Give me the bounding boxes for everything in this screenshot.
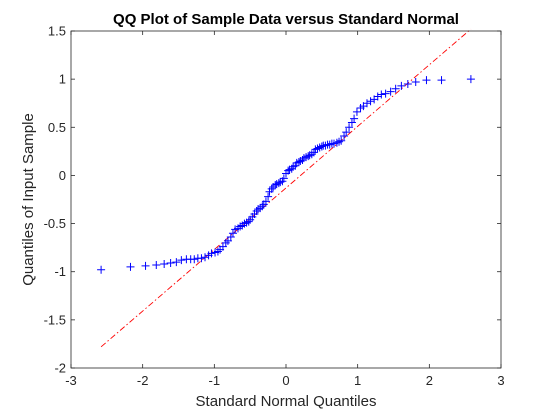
data-point bbox=[236, 222, 245, 231]
data-point bbox=[276, 178, 285, 187]
data-point bbox=[325, 140, 334, 149]
data-point bbox=[172, 258, 181, 267]
data-point bbox=[238, 221, 247, 230]
data-point bbox=[97, 265, 106, 274]
data-point bbox=[313, 144, 322, 153]
data-point bbox=[345, 123, 354, 132]
data-point bbox=[366, 97, 375, 106]
y-tick-label: 0.5 bbox=[48, 120, 66, 135]
data-point bbox=[350, 114, 359, 123]
data-point bbox=[386, 87, 395, 96]
data-point bbox=[261, 197, 270, 206]
data-point bbox=[347, 118, 356, 127]
data-point bbox=[362, 99, 371, 108]
data-point bbox=[274, 179, 283, 188]
x-tick-label: -2 bbox=[137, 373, 149, 388]
data-point bbox=[207, 249, 216, 258]
y-tick-label: 1.5 bbox=[48, 24, 66, 39]
x-tick-label: 0 bbox=[282, 373, 289, 388]
data-point bbox=[381, 89, 390, 98]
data-point bbox=[304, 152, 313, 161]
y-tick-label: 0 bbox=[59, 168, 66, 183]
data-point bbox=[233, 224, 242, 233]
data-point bbox=[152, 260, 161, 269]
data-point bbox=[332, 138, 341, 147]
data-point bbox=[315, 143, 324, 152]
data-point bbox=[177, 256, 186, 265]
x-tick-label: -1 bbox=[209, 373, 221, 388]
data-point bbox=[141, 261, 150, 270]
x-tick-label: 3 bbox=[497, 373, 504, 388]
y-axis-label: Quantiles of Input Sample bbox=[20, 113, 37, 286]
data-point bbox=[240, 219, 249, 228]
data-point bbox=[302, 153, 311, 162]
data-point bbox=[190, 255, 199, 264]
data-point bbox=[337, 136, 346, 145]
data-point bbox=[373, 92, 382, 101]
y-tick-label: -0.5 bbox=[44, 216, 66, 231]
data-point bbox=[213, 247, 222, 256]
data-point bbox=[126, 262, 135, 271]
data-point bbox=[197, 254, 206, 263]
data-point bbox=[466, 75, 475, 84]
data-point bbox=[397, 81, 406, 90]
data-point bbox=[258, 202, 267, 211]
data-point bbox=[228, 229, 237, 238]
data-point bbox=[311, 145, 320, 154]
data-point bbox=[292, 158, 301, 167]
data-point bbox=[272, 180, 281, 189]
data-point bbox=[284, 166, 293, 175]
data-point bbox=[201, 253, 210, 262]
data-point bbox=[317, 142, 326, 151]
plot-area-background bbox=[71, 31, 501, 368]
data-point bbox=[160, 260, 169, 269]
y-tick-label: -1 bbox=[54, 264, 66, 279]
y-tick-label: 1 bbox=[59, 72, 66, 87]
data-point bbox=[321, 141, 330, 150]
data-point bbox=[221, 238, 230, 247]
data-point bbox=[289, 162, 298, 171]
data-point bbox=[342, 128, 351, 137]
data-point bbox=[403, 79, 412, 88]
data-point bbox=[294, 157, 303, 166]
y-tick-label: -2 bbox=[54, 361, 66, 376]
data-points-layer bbox=[97, 75, 475, 274]
data-point bbox=[244, 217, 253, 226]
data-point bbox=[271, 181, 280, 190]
data-point bbox=[305, 151, 314, 160]
data-point bbox=[279, 174, 288, 183]
data-point bbox=[256, 204, 265, 213]
data-point bbox=[226, 233, 235, 242]
data-point bbox=[340, 131, 349, 140]
data-point bbox=[437, 76, 446, 85]
y-tick-label: -1.5 bbox=[44, 312, 66, 327]
data-point bbox=[267, 184, 276, 193]
x-tick-label: -3 bbox=[65, 373, 77, 388]
data-point bbox=[335, 137, 344, 146]
data-point bbox=[166, 259, 175, 268]
data-point bbox=[391, 84, 400, 93]
chart-title: QQ Plot of Sample Data versus Standard N… bbox=[113, 11, 459, 28]
data-point bbox=[422, 76, 431, 85]
data-point bbox=[307, 150, 316, 159]
x-tick-label: 1 bbox=[354, 373, 361, 388]
data-point bbox=[352, 107, 361, 116]
data-point bbox=[411, 78, 420, 87]
data-point bbox=[377, 90, 386, 99]
data-point bbox=[299, 154, 308, 163]
x-tick-label: 2 bbox=[426, 373, 433, 388]
axis-ticks-layer: -3 -2 -1 0 1 2 3-2-1.5-1-0.500.511.5 bbox=[44, 24, 505, 389]
data-point bbox=[254, 205, 263, 214]
data-point bbox=[264, 192, 273, 201]
x-axis-label: Standard Normal Quantiles bbox=[196, 393, 377, 410]
